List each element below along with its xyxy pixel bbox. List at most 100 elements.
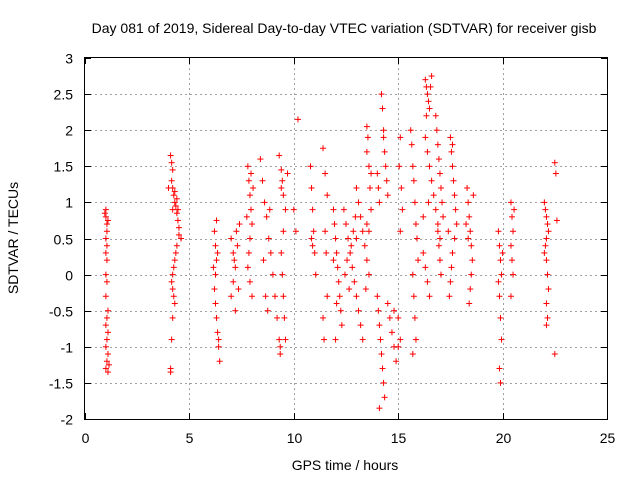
data-point [265, 235, 272, 242]
data-point [422, 134, 429, 141]
data-point [343, 221, 349, 228]
y-tick-label: -1.5 [49, 376, 73, 392]
data-point [349, 264, 356, 271]
data-point [507, 242, 514, 249]
data-point [174, 217, 181, 224]
data-point [428, 177, 435, 184]
data-point [333, 249, 340, 256]
data-point [380, 134, 387, 141]
data-point [396, 163, 403, 170]
data-point [409, 163, 416, 170]
data-point [378, 91, 385, 98]
data-point [469, 257, 476, 264]
data-point [351, 278, 358, 285]
data-point [432, 206, 439, 213]
data-point [425, 199, 432, 206]
data-point [470, 192, 477, 199]
data-point [171, 257, 178, 264]
data-point [331, 221, 338, 228]
data-point [335, 278, 342, 285]
data-point [496, 242, 503, 249]
chart-title: Day 081 of 2019, Sidereal Day-to-day VTE… [92, 20, 597, 36]
data-point [359, 336, 366, 343]
data-point [508, 213, 515, 220]
data-point [397, 228, 404, 235]
data-point [284, 170, 291, 177]
data-point [498, 336, 505, 343]
data-point [551, 351, 558, 358]
data-point [367, 184, 374, 191]
data-point [172, 203, 179, 210]
data-point [412, 336, 419, 343]
data-point [324, 293, 331, 300]
data-point [376, 322, 383, 329]
y-tick-label: 2.5 [54, 87, 74, 103]
data-point [407, 127, 414, 134]
data-point [104, 329, 111, 336]
data-point [434, 141, 441, 148]
data-point [464, 184, 471, 191]
data-point [322, 170, 329, 177]
data-point [543, 213, 550, 220]
data-point [412, 221, 419, 228]
data-point [496, 365, 503, 372]
data-points [101, 73, 560, 412]
data-point [233, 228, 240, 235]
data-point [169, 286, 176, 293]
data-point [266, 206, 273, 213]
data-point [507, 293, 514, 300]
data-point [309, 242, 316, 249]
data-point [232, 307, 239, 314]
data-point [170, 293, 177, 300]
data-point [210, 264, 217, 271]
data-point [309, 206, 316, 213]
data-point [230, 249, 237, 256]
data-point [377, 336, 384, 343]
data-point [543, 322, 550, 329]
data-point [269, 271, 276, 278]
data-point [435, 156, 442, 163]
data-point [378, 351, 385, 358]
y-tick-label: 1.5 [54, 159, 74, 175]
data-point [104, 307, 111, 314]
data-point [245, 249, 252, 256]
data-point [308, 235, 315, 242]
data-point [379, 105, 386, 112]
data-point [397, 336, 404, 343]
data-point [102, 271, 109, 278]
data-point [410, 293, 417, 300]
data-point [453, 221, 460, 228]
data-point [170, 192, 177, 199]
data-point [165, 184, 172, 191]
data-point [171, 199, 178, 206]
data-point [541, 249, 548, 256]
data-point [341, 271, 348, 278]
data-point [102, 365, 109, 372]
data-point [346, 286, 353, 293]
data-point [353, 184, 360, 191]
data-point [264, 307, 271, 314]
data-point [438, 184, 445, 191]
data-point [448, 264, 455, 271]
data-point [246, 235, 253, 242]
data-point [334, 264, 341, 271]
data-point [347, 249, 354, 256]
data-point [448, 148, 455, 155]
y-tick-label: -2 [61, 412, 74, 428]
data-point [235, 286, 242, 293]
data-point [497, 314, 504, 321]
data-point [497, 257, 504, 264]
data-point [228, 235, 235, 242]
data-point [353, 293, 360, 300]
data-point [247, 170, 254, 177]
data-point [391, 307, 398, 314]
data-point [379, 365, 386, 372]
data-point [432, 112, 439, 119]
data-point [449, 141, 456, 148]
data-point [244, 264, 251, 271]
data-point [277, 351, 284, 358]
data-point [340, 206, 347, 213]
data-point [280, 192, 287, 199]
